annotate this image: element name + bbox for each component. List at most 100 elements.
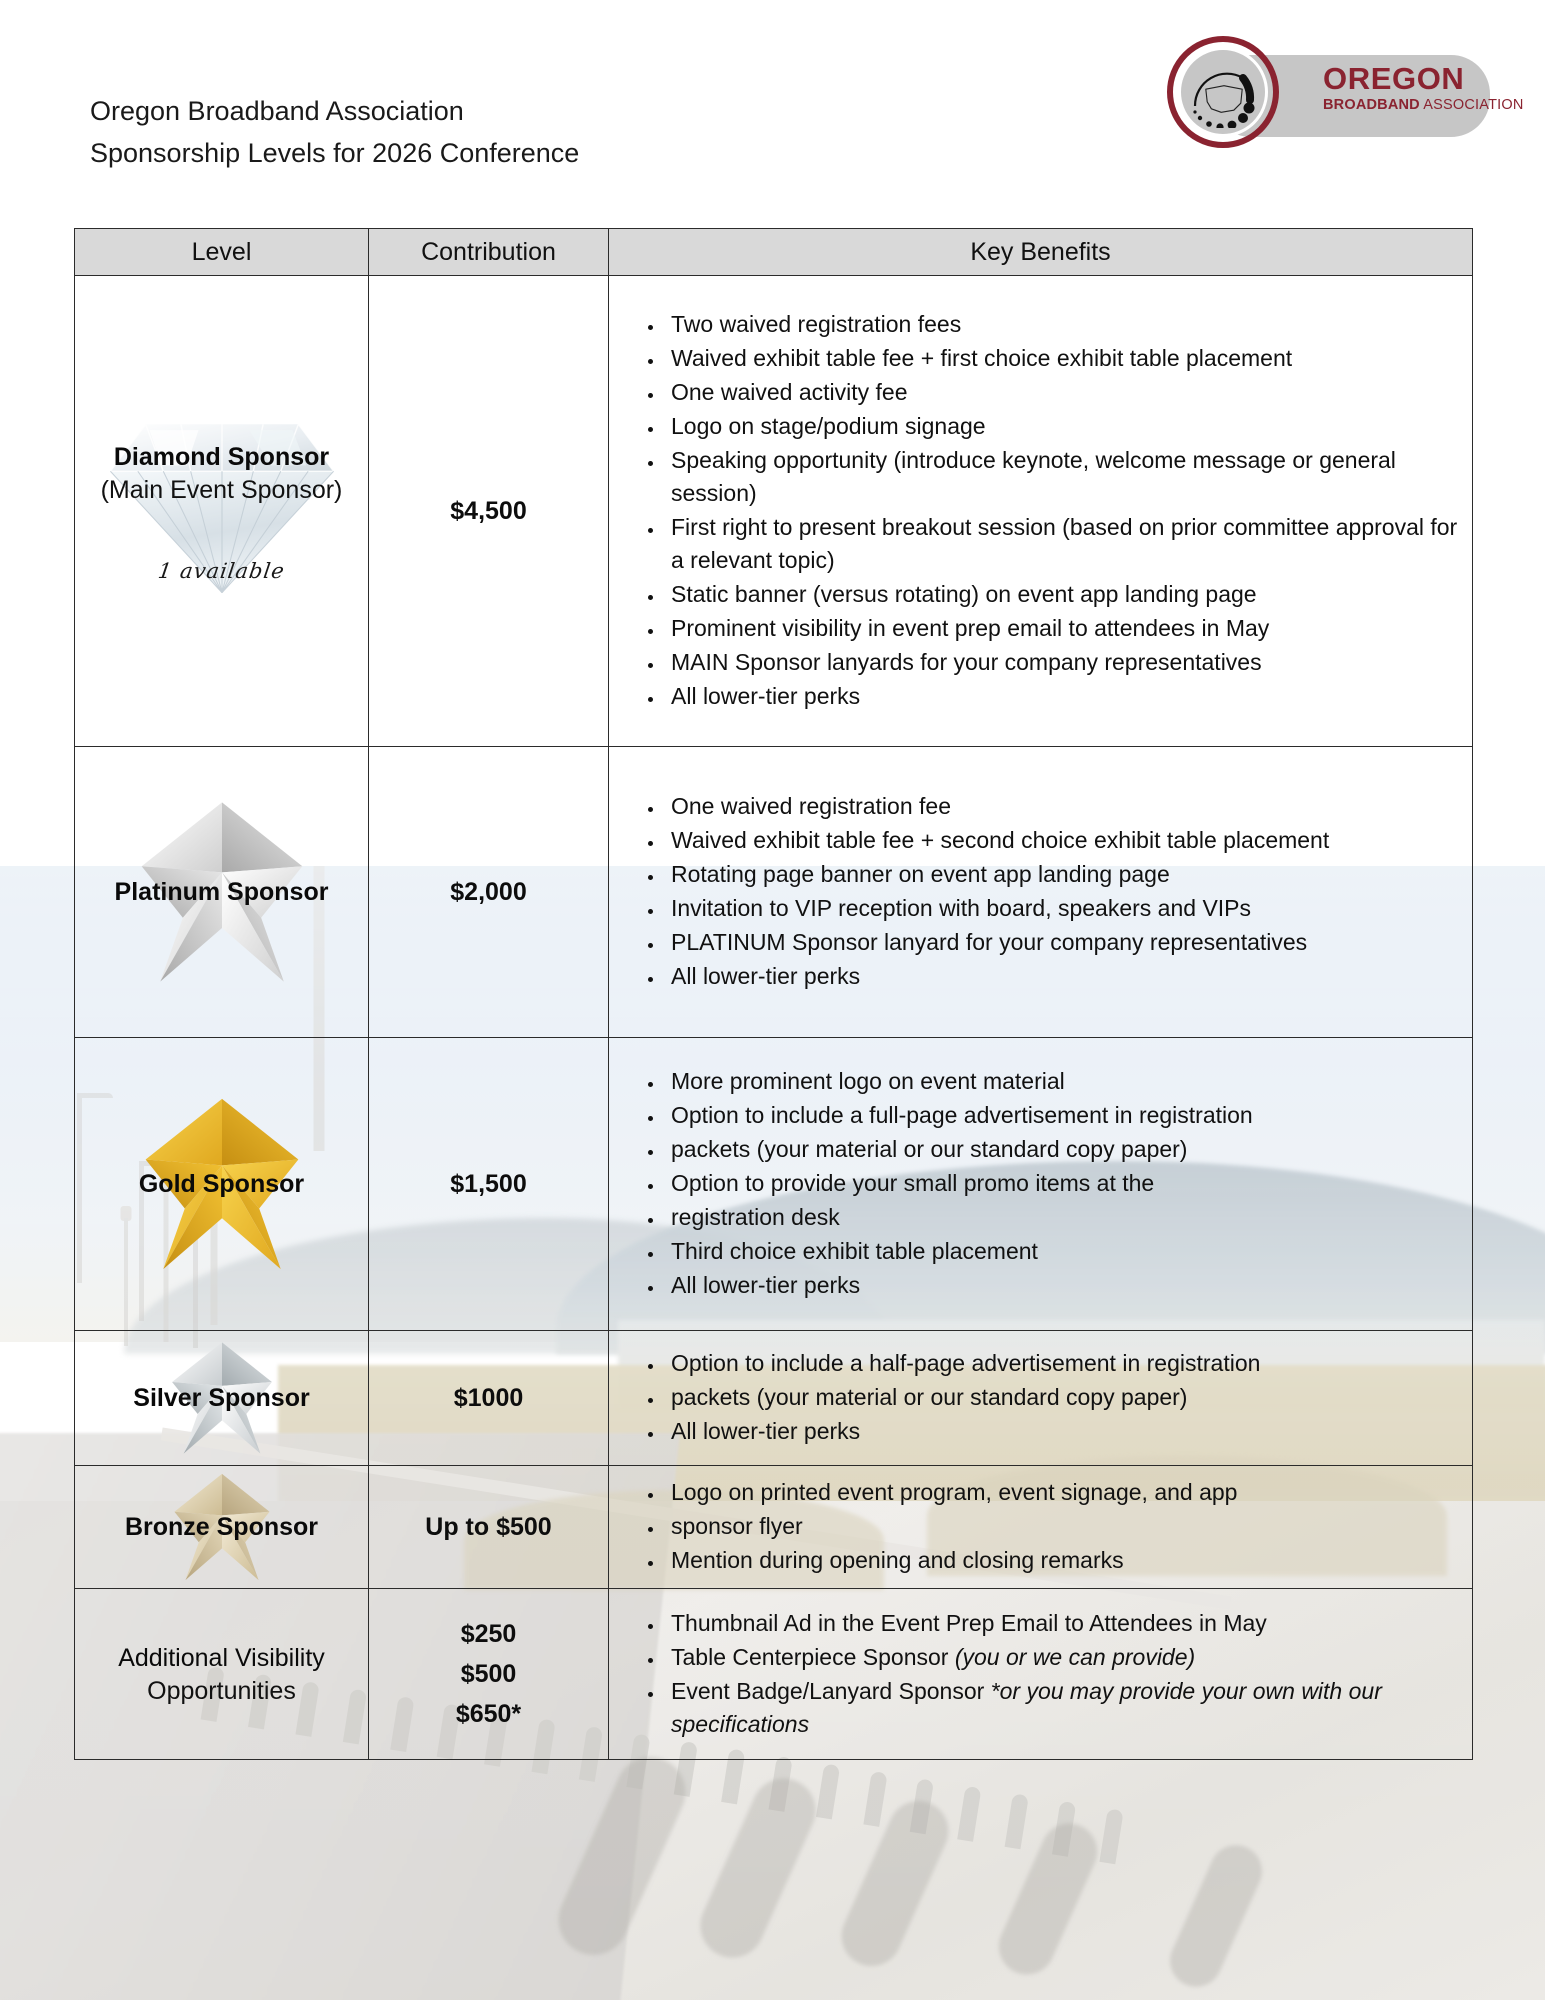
page-title-line2: Sponsorship Levels for 2026 Conference (90, 138, 580, 168)
platinum-star-icon (141, 802, 302, 982)
contribution-amount-silver: $1000 (453, 1384, 524, 1412)
benefit-item: Prominent visibility in event prep email… (665, 612, 1472, 645)
benefit-item: Event Badge/Lanyard Sponsor *or you may … (665, 1675, 1472, 1741)
logo-association-text: ASSOCIATION (1419, 97, 1524, 113)
logo-wordmark: OREGON BROADBAND ASSOCIATION (1323, 61, 1523, 114)
benefit-item: Waived exhibit table fee + second choice… (665, 824, 1472, 857)
benefit-item: Rotating page banner on event app landin… (665, 858, 1472, 891)
benefits-cell-diamond: Two waived registration fees Waived exhi… (608, 275, 1473, 747)
table-row-silver: Silver Sponsor $1000 Option to include a… (74, 1330, 1473, 1466)
level-cell-silver: Silver Sponsor (74, 1330, 369, 1466)
contribution-amount-platinum: $2,000 (450, 878, 527, 906)
contribution-amount-250: $250 (460, 1620, 517, 1648)
level-cell-diamond: Diamond Sponsor (Main Event Sponsor) 1 a… (74, 275, 369, 747)
benefit-text-italic: (you or we can provide) (954, 1643, 1196, 1670)
benefit-text-italic: *or you may provide your own with our sp… (671, 1677, 1382, 1737)
column-header-level: Level (74, 228, 369, 276)
benefit-item: More prominent logo on event material (665, 1065, 1472, 1098)
contribution-cell-silver: $1000 (368, 1330, 609, 1466)
page-title-line1: Oregon Broadband Association (90, 96, 464, 126)
table-row-platinum: Platinum Sponsor $2,000 One waived regis… (74, 746, 1473, 1038)
level-name-diamond: Diamond Sponsor (113, 442, 330, 471)
availability-note-diamond: 1 available (156, 558, 287, 583)
benefit-item: Option to provide your small promo items… (665, 1167, 1472, 1200)
column-header-contribution: Contribution (368, 228, 609, 276)
level-subtitle-additional: Opportunities (147, 1676, 296, 1705)
level-cell-bronze: Bronze Sponsor (74, 1465, 369, 1589)
benefit-text: Thumbnail Ad in the Event Prep Email to … (671, 1609, 1267, 1636)
level-name-silver: Silver Sponsor (133, 1384, 310, 1412)
table-row-bronze: Bronze Sponsor Up to $500 Logo on printe… (74, 1465, 1473, 1589)
level-name-gold: Gold Sponsor (138, 1170, 305, 1198)
level-name-bronze: Bronze Sponsor (124, 1513, 319, 1541)
benefit-item: Waived exhibit table fee + first choice … (665, 342, 1472, 375)
benefit-item: packets (your material or our standard c… (665, 1133, 1472, 1166)
benefits-list-diamond: Two waived registration fees Waived exhi… (609, 308, 1472, 713)
logo-subtitle-text: BROADBAND ASSOCIATION (1323, 96, 1523, 114)
benefit-item: Option to include a half-page advertisem… (665, 1347, 1472, 1380)
table-header-row: Level Contribution Key Benefits (74, 228, 1473, 276)
document-header: Oregon Broadband Association Sponsorship… (0, 0, 1545, 180)
contribution-amount-bronze: Up to $500 (425, 1513, 552, 1541)
bronze-star-icon (173, 1473, 270, 1581)
logo-broadband-text: BROADBAND (1323, 97, 1420, 113)
wifi-signal-icon (1193, 72, 1255, 128)
benefits-list-bronze: Logo on printed event program, event sig… (609, 1476, 1472, 1577)
contribution-amount-diamond: $4,500 (450, 497, 527, 525)
table-row-gold: Gold Sponsor $1,500 More prominent logo … (74, 1037, 1473, 1331)
logo-outer-ring (1167, 36, 1279, 148)
benefit-item: registration desk (665, 1201, 1472, 1234)
benefit-item: Option to include a full-page advertisem… (665, 1099, 1472, 1132)
table-row-diamond: Diamond Sponsor (Main Event Sponsor) 1 a… (74, 275, 1473, 747)
benefit-item: Two waived registration fees (665, 308, 1472, 341)
benefit-item: Mention during opening and closing remar… (665, 1544, 1472, 1577)
benefit-item: Table Centerpiece Sponsor (you or we can… (665, 1641, 1472, 1674)
benefits-list-additional: Thumbnail Ad in the Event Prep Email to … (609, 1607, 1472, 1741)
benefit-item: All lower-tier perks (665, 960, 1472, 993)
gold-star-icon (145, 1098, 298, 1270)
level-cell-gold: Gold Sponsor (74, 1037, 369, 1331)
logo-oregon-text: OREGON (1323, 61, 1465, 96)
benefit-item: Speaking opportunity (introduce keynote,… (665, 444, 1472, 510)
benefit-item: One waived registration fee (665, 790, 1472, 823)
contribution-cell-gold: $1,500 (368, 1037, 609, 1331)
benefits-cell-platinum: One waived registration fee Waived exhib… (608, 746, 1473, 1038)
level-name-platinum: Platinum Sponsor (114, 878, 329, 906)
level-cell-additional: Additional Visibility Opportunities (74, 1588, 369, 1760)
contribution-cell-bronze: Up to $500 (368, 1465, 609, 1589)
page-title: Oregon Broadband Association Sponsorship… (90, 90, 579, 174)
diamond-icon (109, 423, 334, 594)
level-subtitle-diamond: (Main Event Sponsor) (100, 475, 343, 504)
benefit-item: Thumbnail Ad in the Event Prep Email to … (665, 1607, 1472, 1640)
benefits-list-silver: Option to include a half-page advertisem… (609, 1347, 1472, 1448)
benefit-item: All lower-tier perks (665, 680, 1472, 713)
benefit-text: Event Badge/Lanyard Sponsor (671, 1677, 991, 1704)
contribution-cell-platinum: $2,000 (368, 746, 609, 1038)
benefit-item: One waived activity fee (665, 376, 1472, 409)
benefits-cell-silver: Option to include a half-page advertisem… (608, 1330, 1473, 1466)
benefit-item: All lower-tier perks (665, 1415, 1472, 1448)
contribution-amount-500: $500 (460, 1660, 517, 1688)
oregon-state-outline-icon (1205, 85, 1243, 113)
benefit-item: PLATINUM Sponsor lanyard for your compan… (665, 926, 1472, 959)
table-row-additional-visibility: Additional Visibility Opportunities $250… (74, 1588, 1473, 1760)
benefits-list-gold: More prominent logo on event material Op… (609, 1065, 1472, 1302)
benefit-item: First right to present breakout session … (665, 511, 1472, 577)
benefit-item: Logo on printed event program, event sig… (665, 1476, 1472, 1509)
sponsorship-levels-table: Level Contribution Key Benefits (74, 228, 1473, 1760)
silver-star-icon (171, 1342, 272, 1454)
benefit-text: Table Centerpiece Sponsor (671, 1643, 955, 1670)
column-header-key-benefits: Key Benefits (608, 228, 1473, 276)
benefit-item: sponsor flyer (665, 1510, 1472, 1543)
benefits-cell-additional: Thumbnail Ad in the Event Prep Email to … (608, 1588, 1473, 1760)
contribution-cell-additional: $250 $500 $650* (368, 1588, 609, 1760)
benefits-cell-bronze: Logo on printed event program, event sig… (608, 1465, 1473, 1589)
benefit-item: Static banner (versus rotating) on event… (665, 578, 1472, 611)
level-cell-platinum: Platinum Sponsor (74, 746, 369, 1038)
benefit-item: Invitation to VIP reception with board, … (665, 892, 1472, 925)
benefit-item: Third choice exhibit table placement (665, 1235, 1472, 1268)
benefit-item: Logo on stage/podium signage (665, 410, 1472, 443)
contribution-cell-diamond: $4,500 (368, 275, 609, 747)
benefit-item: packets (your material or our standard c… (665, 1381, 1472, 1414)
benefits-cell-gold: More prominent logo on event material Op… (608, 1037, 1473, 1331)
